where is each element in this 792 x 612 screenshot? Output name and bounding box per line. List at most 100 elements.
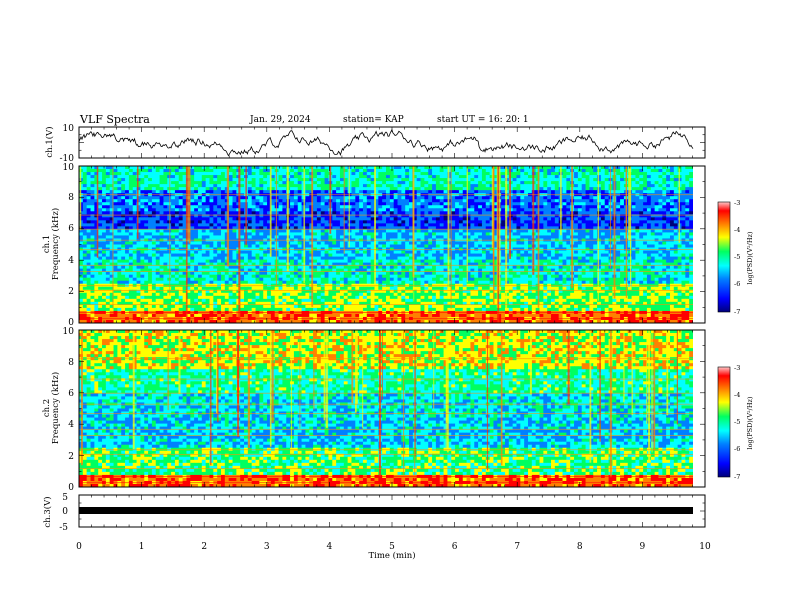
spectrogram-cell [213, 214, 218, 218]
spectrogram-cell [485, 181, 491, 185]
spectrogram-cell [378, 175, 383, 179]
spectrogram-cell [689, 220, 694, 224]
spectrogram-cell [105, 199, 111, 203]
spectrogram-cell [136, 166, 141, 170]
spectrogram-cell [105, 205, 111, 209]
spectrogram-cell [435, 172, 441, 176]
spectrogram-cell [646, 202, 652, 206]
spectrogram-cell [643, 175, 648, 179]
spectrogram-cell [539, 184, 544, 188]
spectrogram-cell [443, 229, 448, 233]
spectrogram-cell [554, 223, 560, 227]
spectrogram-cell [290, 217, 295, 221]
spectrogram-cell [589, 226, 594, 230]
spectrogram-cell [451, 202, 456, 206]
spectrogram-cell [117, 232, 122, 236]
spectrogram-cell [293, 220, 299, 224]
spectrogram-cell [386, 202, 391, 206]
spectrogram-cell [336, 211, 341, 215]
spectrogram-cell [220, 256, 226, 260]
spectrogram-cell [432, 199, 437, 203]
spectrogram-cell [190, 226, 195, 230]
spectrogram-cell [443, 184, 448, 188]
spectrogram-cell [220, 205, 226, 209]
spectrogram-cell [290, 253, 295, 257]
spectrogram-cell [82, 214, 88, 218]
spectrogram-cell [481, 250, 487, 254]
spectrogram-cell [171, 217, 176, 221]
spectrogram-cell [90, 178, 95, 182]
spectrogram-cell [251, 232, 256, 236]
spectrogram-cell [370, 217, 375, 221]
spectrogram-cell [140, 232, 145, 236]
spectrogram-cell [278, 223, 283, 227]
spectrogram-cell [178, 181, 184, 185]
spectrogram-cell [121, 232, 126, 236]
spectrogram-cell [140, 229, 145, 233]
spectrogram-cell [313, 181, 318, 185]
spectrogram-cell [105, 250, 111, 254]
spectrogram-cell [520, 205, 525, 209]
spectrogram-cell [128, 244, 134, 248]
spectrogram-cell [393, 202, 398, 206]
spectrogram-cell [466, 181, 471, 185]
spectrogram-cell [593, 217, 598, 221]
spectrogram-cell [485, 187, 491, 191]
spectrogram-cell [673, 169, 679, 173]
spectrogram-cell [94, 208, 99, 212]
spectrogram-cell [128, 214, 134, 218]
spectrogram-cell [443, 202, 448, 206]
spectrogram-cell [447, 181, 452, 185]
spectrogram-cell [554, 241, 560, 245]
spectrogram-cell [631, 253, 636, 257]
spectrogram-cell [646, 190, 652, 194]
spectrogram-cell [635, 235, 640, 239]
spectrogram-cell [259, 202, 264, 206]
spectrogram-cell [82, 253, 88, 257]
spectrogram-cell [547, 199, 552, 203]
spectrogram-cell [247, 223, 253, 227]
spectrogram-cell [140, 214, 145, 218]
spectrogram-cell [616, 187, 621, 191]
spectrogram-cell [182, 214, 187, 218]
spectrogram-cell [278, 172, 283, 176]
spectrogram-cell [151, 241, 157, 245]
spectrogram-cell [182, 205, 187, 209]
spectrogram-cell [305, 181, 310, 185]
spectrogram-cell [581, 202, 586, 206]
spectrogram-cell [355, 208, 360, 212]
spectrogram-cell [209, 169, 214, 173]
spectrogram-cell [247, 211, 253, 215]
spectrogram-cell [316, 229, 322, 233]
spectrogram-cell [117, 181, 122, 185]
spectrogram-cell [82, 196, 88, 200]
spectrogram-cell [324, 178, 329, 182]
spectrogram-cell [217, 184, 222, 188]
spectrogram-cell [128, 235, 134, 239]
spectrogram-cell [121, 223, 126, 227]
spectrogram-cell [412, 223, 418, 227]
spectrogram-cell [574, 190, 579, 194]
spectrogram-cell [174, 232, 180, 236]
spectrogram-cell [247, 166, 253, 170]
spectrogram-cell [455, 211, 460, 215]
spectrogram-cell [251, 175, 256, 179]
spectrogram-cell [90, 214, 95, 218]
spectrogram-cell [167, 166, 172, 170]
spectrogram-cell [639, 229, 644, 233]
spectrogram-cell [639, 235, 644, 239]
spectrogram-cell [98, 187, 103, 191]
spectrogram-cell [217, 256, 222, 260]
spectrogram-cell [547, 190, 552, 194]
spectrogram-cell [125, 178, 130, 182]
spectrogram-cell [432, 205, 437, 209]
spectrogram-cell [336, 229, 341, 233]
spectrogram-cell [485, 232, 491, 236]
spectrogram-cell [151, 172, 157, 176]
spectrogram-cell [481, 253, 487, 257]
spectrogram-cell [213, 223, 218, 227]
spectrogram-cell [435, 253, 441, 257]
spectrogram-cell [501, 214, 506, 218]
spectrogram-cell [201, 250, 207, 254]
spectrogram-cell [539, 235, 544, 239]
